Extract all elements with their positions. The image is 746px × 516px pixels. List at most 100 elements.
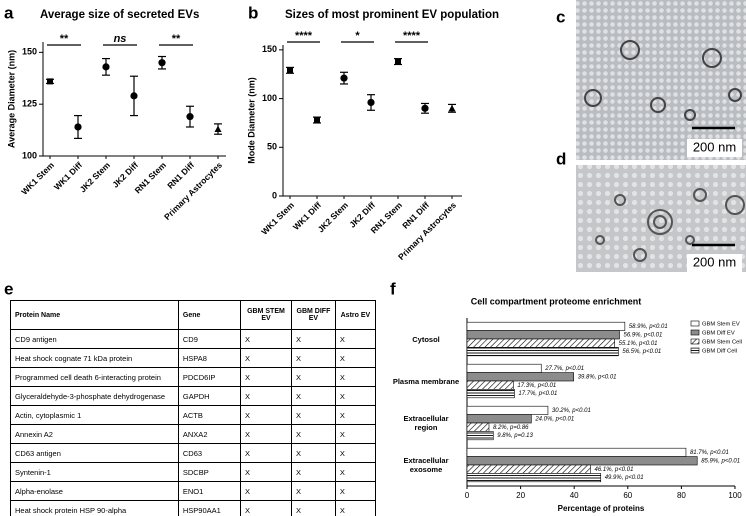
- table-cell: Alpha-enolase: [10, 481, 179, 501]
- table-cell: ACTB: [177, 405, 241, 425]
- table-cell: X: [239, 462, 293, 482]
- table-cell: X: [291, 462, 336, 482]
- table-cell: PDCD6IP: [177, 367, 241, 387]
- table-cell: X: [239, 424, 293, 444]
- legend-swatch: [690, 347, 700, 354]
- value-label: 46.1%, p<0.01: [595, 467, 634, 473]
- y-tick-label: 0: [272, 190, 277, 200]
- y-tick-label: Plasma membrane: [392, 376, 460, 386]
- value-label: 81.7%, p<0.01: [690, 450, 729, 456]
- marker: [158, 59, 166, 67]
- y-tick-label: 125: [22, 99, 37, 109]
- panel-label: a: [4, 3, 14, 22]
- table-cell: X: [334, 481, 377, 501]
- x-tick-label: 40: [570, 491, 579, 500]
- y-tick-label: Cytosol: [412, 334, 440, 344]
- y-tick-label: Extracellular region: [403, 414, 449, 432]
- y-axis-label: Mode Diameter (nm): [246, 77, 256, 164]
- table-row: CD63 antigen CD63 X X X: [10, 443, 377, 463]
- table-cell: Heat shock cognate 71 kDa protein: [10, 348, 179, 368]
- legend-swatch: [690, 338, 700, 345]
- bar: [466, 321, 626, 331]
- table-cell: GAPDH: [177, 386, 241, 406]
- significance-label: ****: [295, 30, 313, 42]
- bar: [466, 330, 620, 340]
- significance-label: **: [60, 33, 69, 45]
- bar: [466, 372, 574, 382]
- scale-label-bg: [687, 139, 742, 157]
- marker: [47, 78, 53, 85]
- table-cell: HSP90AA1: [177, 500, 241, 516]
- legend-swatch: [690, 329, 700, 336]
- table-cell: X: [291, 348, 336, 368]
- bar: [466, 414, 532, 424]
- legend-label: GBM Diff Cell: [702, 349, 737, 355]
- value-label: 17.7%, p<0.01: [518, 391, 557, 397]
- category-label-box: Extracellular region: [403, 414, 449, 432]
- marker: [395, 58, 401, 65]
- scale-label: 200 nm: [693, 254, 736, 269]
- bar: [466, 338, 615, 348]
- marker: [287, 67, 293, 74]
- table-row: CD9 antigen CD9 X X X: [10, 329, 377, 349]
- table-cell: X: [239, 386, 293, 406]
- table-row: Syntenin-1 SDCBP X X X: [10, 462, 377, 482]
- table-cell: CD63 antigen: [10, 443, 179, 463]
- vesicles: [595, 188, 745, 262]
- table-cell: ANXA2: [177, 424, 241, 444]
- table-cell: X: [334, 500, 377, 516]
- y-tick-label: Extracellular exosome: [403, 456, 449, 474]
- y-tick-label: 100: [22, 150, 37, 160]
- bar: [466, 447, 687, 457]
- category-label-box: Cytosol: [412, 334, 440, 344]
- table-row: Glyceraldehyde-3-phosphate dehydrogenase…: [10, 386, 377, 406]
- legend-label: GBM Diff EV: [702, 331, 735, 337]
- table-cell: X: [334, 386, 377, 406]
- table-cell: Actin, cytoplasmic 1: [10, 405, 179, 425]
- em-image: [576, 0, 746, 160]
- value-label: 56.5%, p<0.01: [622, 349, 661, 355]
- category-label-box: Plasma membrane: [392, 376, 460, 386]
- table-cell: X: [291, 386, 336, 406]
- value-label: 30.2%, p<0.01: [552, 408, 591, 414]
- chart-title: Sizes of most prominent EV population: [285, 9, 499, 21]
- table-cell: CD63: [177, 443, 241, 463]
- value-label: 49.9%, p<0.01: [605, 475, 644, 481]
- table-cell: CD9 antigen: [10, 329, 179, 349]
- panel-label: b: [248, 3, 258, 22]
- y-axis-label: Average Diameter (nm): [6, 50, 16, 148]
- value-label: 85.9%, p<0.01: [701, 458, 740, 464]
- marker: [421, 104, 429, 112]
- table-cell: X: [334, 462, 377, 482]
- marker: [448, 104, 456, 112]
- marker: [314, 117, 320, 124]
- table-cell: X: [239, 405, 293, 425]
- x-axis-label: Percentage of proteins: [558, 504, 645, 513]
- vesicles: [584, 40, 742, 121]
- x-tick-label: 20: [516, 491, 525, 500]
- chart-title: Cell compartment proteome enrichment: [471, 296, 642, 306]
- x-tick-label: JK2 Stem: [78, 160, 113, 195]
- x-tick-label: 0: [465, 491, 470, 500]
- marker: [340, 74, 348, 82]
- table-cell: X: [291, 367, 336, 387]
- y-tick-label: 150: [262, 44, 277, 54]
- table-cell: X: [291, 481, 336, 501]
- scale-label: 200 nm: [693, 139, 736, 154]
- legend-label: GBM Stem Cell: [702, 340, 742, 346]
- scale-label-bg: [687, 254, 742, 272]
- table-header: Protein Name Gene GBM STEM EV GBM DIFF EV As…: [10, 300, 377, 330]
- table-cell: X: [239, 481, 293, 501]
- x-tick-label: 80: [677, 491, 686, 500]
- y-tick-label: 50: [267, 142, 277, 152]
- bar: [466, 363, 542, 373]
- table-cell: X: [291, 405, 336, 425]
- table-cell: ENO1: [177, 481, 241, 501]
- header-cell: GBM DIFF EV: [291, 300, 336, 330]
- y-tick-label: 150: [22, 47, 37, 57]
- table-cell: X: [334, 405, 377, 425]
- bar: [466, 456, 698, 466]
- value-label: 55.1%, p<0.01: [619, 341, 658, 347]
